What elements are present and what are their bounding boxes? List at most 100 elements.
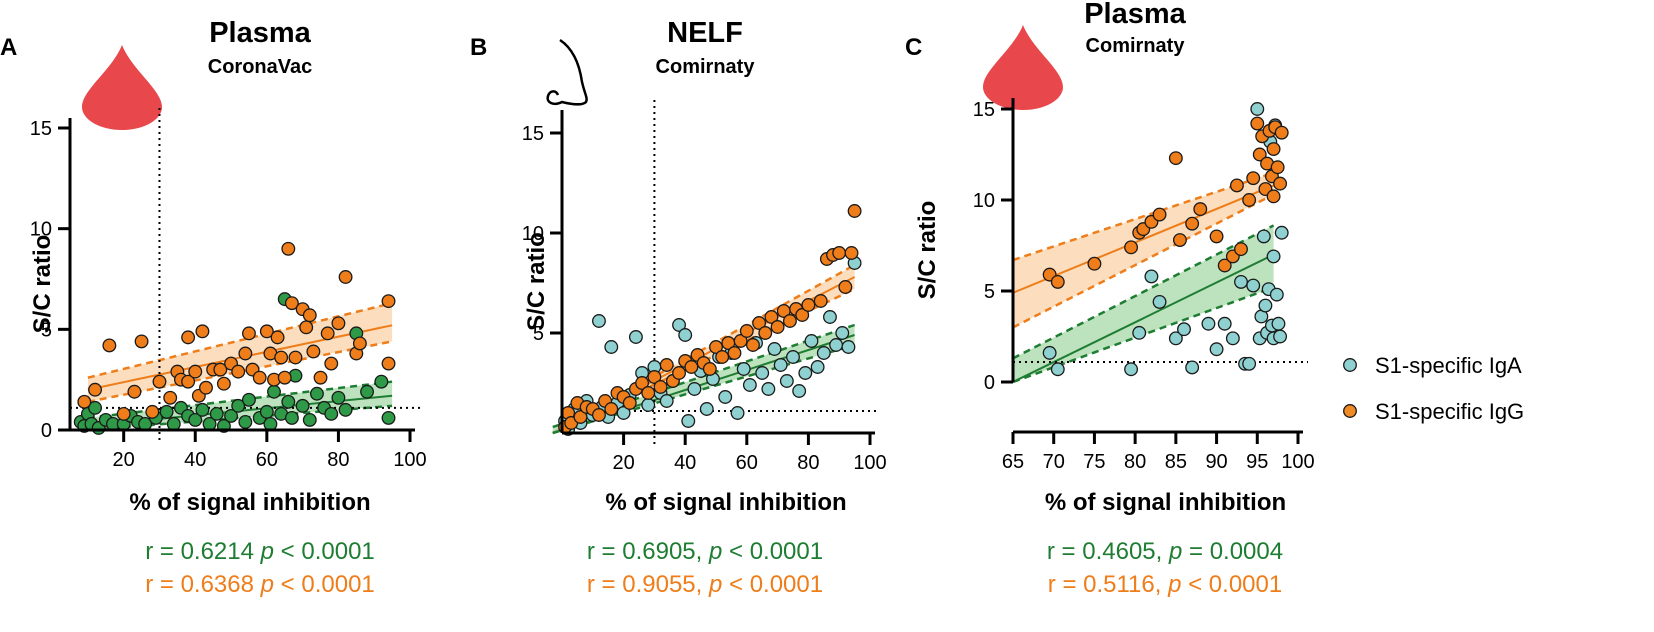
data-point-igg xyxy=(1168,151,1183,166)
panel-a: A Plasma CoronaVac 0 5 10 15 20 40 60 80 100 % of si… xyxy=(0,0,450,632)
data-point-iga xyxy=(224,408,239,423)
data-point-iga xyxy=(238,414,253,429)
data-point-iga xyxy=(259,404,274,419)
stat-r: r = 0.9055, xyxy=(587,571,709,598)
data-point-iga xyxy=(381,410,396,425)
stat-rest: < 0.0001 xyxy=(1181,571,1282,598)
data-point-iga xyxy=(1256,229,1271,244)
data-point-igg xyxy=(134,334,149,349)
data-point-igg xyxy=(1270,160,1285,175)
stat-p: p xyxy=(1168,538,1182,565)
data-point-igg xyxy=(739,324,754,338)
data-point-igg xyxy=(127,384,142,399)
data-point-iga xyxy=(792,384,807,398)
y-axis-title: S/C ratio xyxy=(523,232,550,331)
band-upper-iga xyxy=(1012,224,1275,360)
data-point-iga xyxy=(816,346,831,360)
stat-orange-text: r = 0.5116, p < 0.0001 xyxy=(1048,571,1282,598)
data-point-iga xyxy=(779,374,794,388)
stat-orange-text: r = 0.9055, p < 0.0001 xyxy=(587,571,823,598)
data-point-igg xyxy=(77,394,92,409)
data-point-igg xyxy=(813,294,828,308)
data-point-igg xyxy=(604,402,619,416)
data-point-iga xyxy=(810,360,825,374)
y-tick-label: 0 xyxy=(41,420,52,442)
data-point-igg xyxy=(764,310,779,324)
data-point-igg xyxy=(216,376,231,391)
data-point-igg xyxy=(622,396,637,410)
x-tick-label: 90 xyxy=(1205,451,1227,473)
stat-r: r = 0.5116, xyxy=(1048,571,1168,598)
band-upper-igg xyxy=(1012,171,1274,262)
band-upper-igg xyxy=(552,263,856,435)
data-point-iga xyxy=(1242,356,1257,371)
data-point-iga xyxy=(263,417,278,431)
data-point-iga xyxy=(1050,362,1065,377)
x-tick-label: 20 xyxy=(113,449,135,471)
data-point-igg xyxy=(188,364,203,379)
data-point-igg xyxy=(381,356,396,371)
data-point-igg xyxy=(684,360,699,374)
data-point-iga xyxy=(309,386,324,401)
data-point-igg xyxy=(1172,233,1187,247)
data-point-iga xyxy=(195,402,210,417)
data-point-igg xyxy=(299,320,314,335)
data-point-iga xyxy=(1234,274,1248,289)
data-point-igg xyxy=(573,410,588,424)
stat-rest: = 0.0004 xyxy=(1182,538,1283,565)
data-point-iga xyxy=(209,406,224,421)
data-point-igg xyxy=(733,334,748,348)
data-point-igg xyxy=(1209,229,1224,244)
stat-p: p xyxy=(708,571,722,598)
chart-title: Plasma xyxy=(209,17,311,49)
data-point-igg xyxy=(847,204,862,218)
data-point-iga xyxy=(1269,287,1284,302)
data-point-iga xyxy=(1271,316,1286,331)
data-point-igg xyxy=(281,241,296,256)
chart-subtitle: Comirnaty xyxy=(1086,35,1186,57)
x-tick-label: 70 xyxy=(1043,451,1065,473)
data-point-igg xyxy=(838,280,853,294)
data-point-igg xyxy=(331,316,346,331)
data-point-iga xyxy=(699,402,714,416)
data-point-iga xyxy=(641,398,656,412)
fit-line-iga xyxy=(1012,253,1275,383)
data-point-igg xyxy=(199,380,213,395)
data-point-iga xyxy=(284,410,299,425)
stat-green-text: r = 0.6905, p < 0.0001 xyxy=(587,538,823,565)
data-point-igg xyxy=(288,350,303,365)
data-point-igg xyxy=(758,326,773,340)
data-point-igg xyxy=(702,362,717,376)
stat-rest: < 0.0001 xyxy=(274,571,375,598)
stat-green-text: r = 0.6214 p < 0.0001 xyxy=(145,538,375,565)
data-point-iga xyxy=(1225,331,1240,346)
data-point-igg xyxy=(746,338,760,352)
data-point-igg xyxy=(302,308,317,323)
data-point-iga xyxy=(681,414,696,428)
stat-r: r = 0.6214 xyxy=(145,538,260,565)
data-point-igg xyxy=(1274,125,1289,140)
stat-orange-text: r = 0.6368 p < 0.0001 xyxy=(145,571,375,598)
x-tick-label: 100 xyxy=(853,452,886,474)
data-point-igg xyxy=(1217,258,1232,273)
data-point-iga xyxy=(241,392,256,407)
data-point-iga xyxy=(823,310,837,324)
data-point-iga xyxy=(231,398,246,413)
x-tick-label: 65 xyxy=(1002,451,1024,473)
data-point-igg xyxy=(1252,147,1267,162)
data-point-igg xyxy=(770,320,785,334)
legend-marker-iga xyxy=(1343,358,1357,372)
panel-c: C Plasma Comirnaty 0 5 10 15 65 70 75 80 85 90 95 100%… xyxy=(905,0,1654,632)
x-axis-title: % of signal inhibition xyxy=(129,489,370,516)
data-point-iga xyxy=(1168,331,1183,346)
chart-subtitle: CoronaVac xyxy=(208,56,312,78)
data-point-iga xyxy=(1144,269,1159,284)
stat-rest: < 0.0001 xyxy=(722,538,823,565)
data-point-igg xyxy=(752,316,767,330)
data-point-igg xyxy=(715,350,730,364)
data-point-iga xyxy=(159,404,174,419)
data-point-iga xyxy=(302,412,317,427)
chart-a: A Plasma CoronaVac 0 5 10 15 20 40 60 80 100 % of si… xyxy=(0,17,427,598)
data-point-igg xyxy=(381,294,396,309)
stat-r: r = 0.6905, xyxy=(587,538,709,565)
